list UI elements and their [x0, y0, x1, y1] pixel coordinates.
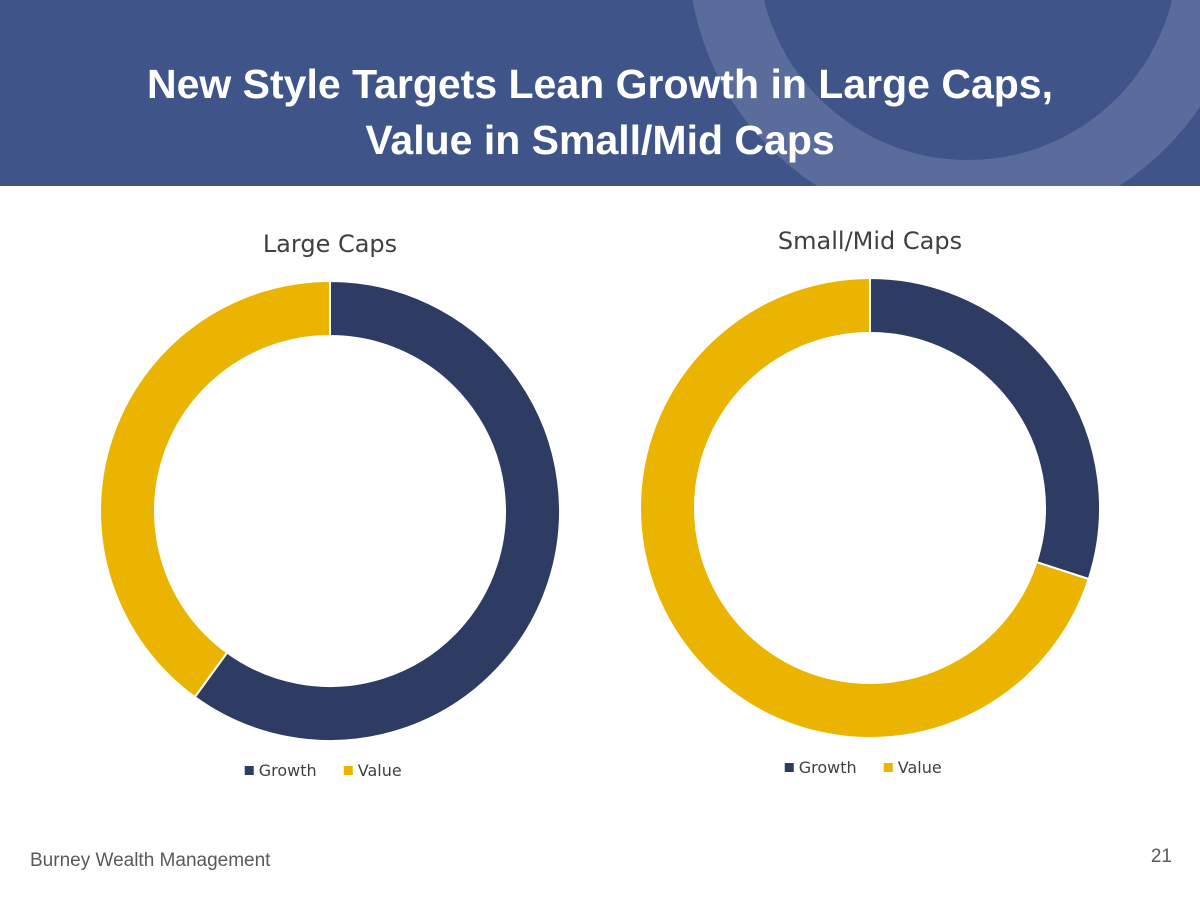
chart-small-mid-caps: Small/Mid Caps Growth Value [638, 227, 1101, 777]
slide-title: New Style Targets Lean Growth in Large C… [0, 56, 1200, 168]
slide-header: New Style Targets Lean Growth in Large C… [0, 0, 1200, 186]
footer-company: Burney Wealth Management [30, 850, 271, 871]
page-number: 21 [1150, 846, 1172, 867]
legend-label-growth: Growth [799, 758, 857, 777]
slide-title-line-2: Value in Small/Mid Caps [365, 117, 835, 163]
legend-swatch-value [343, 766, 353, 775]
chart-title: Small/Mid Caps [778, 227, 962, 255]
legend-swatch-value [883, 763, 893, 772]
chart-large-caps: Large Caps Growth Value [99, 230, 561, 780]
legend-swatch-growth [784, 763, 794, 772]
slide-title-line-1: New Style Targets Lean Growth in Large C… [146, 61, 1053, 107]
legend-label-growth: Growth [259, 761, 317, 780]
donut-slice-growth [193, 279, 561, 742]
donut-slice-value [99, 279, 331, 699]
donut-slice-growth [869, 276, 1101, 581]
legend-swatch-growth [244, 766, 254, 775]
legend-label-value: Value [358, 761, 402, 780]
chart-title: Large Caps [263, 230, 397, 258]
charts-area: Large Caps Growth Value Small/Mid Caps Grow… [99, 227, 1101, 780]
donut-slice-value [638, 276, 1091, 739]
legend-label-value: Value [898, 758, 942, 777]
